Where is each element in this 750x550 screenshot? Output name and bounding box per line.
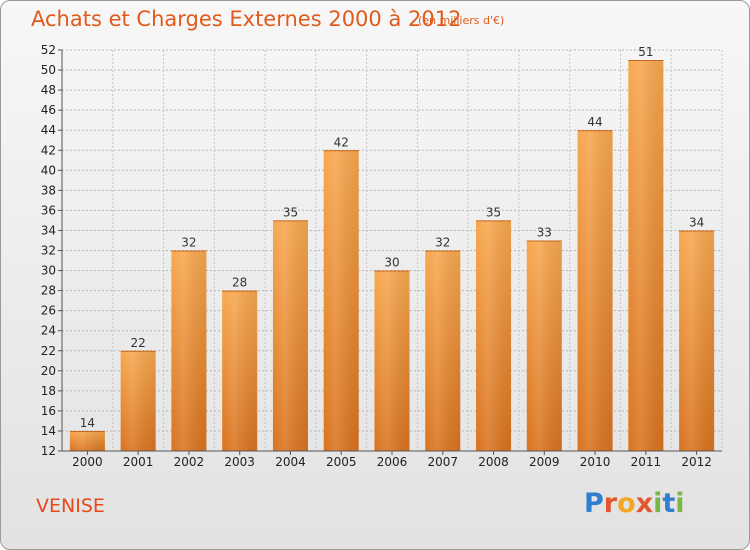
chart-title: Achats et Charges Externes 2000 à 2012 <box>31 7 462 31</box>
data-label: 51 <box>638 45 653 59</box>
logo-letter: i <box>653 488 663 519</box>
y-tick-label: 34 <box>41 223 56 237</box>
y-tick-label: 28 <box>41 284 56 298</box>
bar-shine <box>526 240 562 451</box>
x-tick-label: 2003 <box>224 455 255 469</box>
logo-letter: i <box>675 488 685 519</box>
x-tick-label: 2004 <box>275 455 306 469</box>
y-tick-label: 18 <box>41 384 56 398</box>
bar-shine <box>272 220 308 451</box>
bar-shine <box>323 150 359 451</box>
x-tick-label: 2006 <box>377 455 408 469</box>
logo-letter: t <box>662 488 676 519</box>
y-tick-label: 48 <box>41 83 56 97</box>
y-tick-label: 32 <box>41 244 56 258</box>
x-tick-label: 2012 <box>681 455 712 469</box>
chart-subtitle: (en milliers d'€) <box>418 14 505 27</box>
logo-letter: x <box>635 488 654 519</box>
y-tick-label: 20 <box>41 364 56 378</box>
x-tick-label: 2010 <box>580 455 611 469</box>
bar-shine <box>425 250 461 451</box>
y-tick-label: 24 <box>41 324 56 338</box>
bar-shine <box>628 60 664 452</box>
y-tick-label: 44 <box>41 123 56 137</box>
bar-shine <box>120 350 156 451</box>
bar-shine <box>69 430 105 451</box>
proxiti-logo: Proxiti <box>584 488 685 519</box>
y-tick-label: 42 <box>41 143 56 157</box>
y-tick-label: 12 <box>41 444 56 458</box>
y-tick-label: 40 <box>41 163 56 177</box>
data-label: 34 <box>689 215 704 229</box>
logo-letter: r <box>603 488 618 519</box>
bar-shine <box>374 270 410 451</box>
x-tick-label: 2008 <box>478 455 509 469</box>
bar-shine <box>577 130 613 451</box>
data-label: 32 <box>435 236 450 250</box>
logo-letter: o <box>617 488 636 519</box>
y-tick-label: 46 <box>41 103 56 117</box>
x-tick-label: 2002 <box>174 455 205 469</box>
x-tick-label: 2009 <box>529 455 560 469</box>
y-tick-label: 38 <box>41 183 56 197</box>
location-label: VENISE <box>36 495 105 517</box>
y-tick-label: 16 <box>41 404 56 418</box>
data-label: 35 <box>486 205 501 219</box>
data-label: 22 <box>131 336 146 350</box>
data-label: 30 <box>384 256 399 270</box>
data-label: 35 <box>283 205 298 219</box>
bar-shine <box>679 230 715 451</box>
x-tick-label: 2005 <box>326 455 357 469</box>
data-label: 33 <box>537 225 552 239</box>
y-tick-label: 30 <box>41 264 56 278</box>
x-tick-label: 2007 <box>427 455 458 469</box>
data-label: 44 <box>587 115 602 129</box>
x-tick-label: 2000 <box>72 455 103 469</box>
y-tick-label: 22 <box>41 344 56 358</box>
y-tick-label: 52 <box>41 43 56 57</box>
data-label: 14 <box>80 416 95 430</box>
bar-shine <box>476 220 512 451</box>
y-tick-label: 50 <box>41 63 56 77</box>
y-tick-label: 36 <box>41 203 56 217</box>
data-label: 32 <box>181 236 196 250</box>
data-label: 42 <box>334 135 349 149</box>
data-label: 28 <box>232 276 247 290</box>
x-tick-label: 2001 <box>123 455 154 469</box>
bar-shine <box>222 290 258 451</box>
bar-shine <box>171 250 207 451</box>
x-tick-label: 2011 <box>631 455 662 469</box>
y-tick-label: 26 <box>41 304 56 318</box>
logo-letter: P <box>584 488 604 519</box>
y-tick-label: 14 <box>41 424 56 438</box>
